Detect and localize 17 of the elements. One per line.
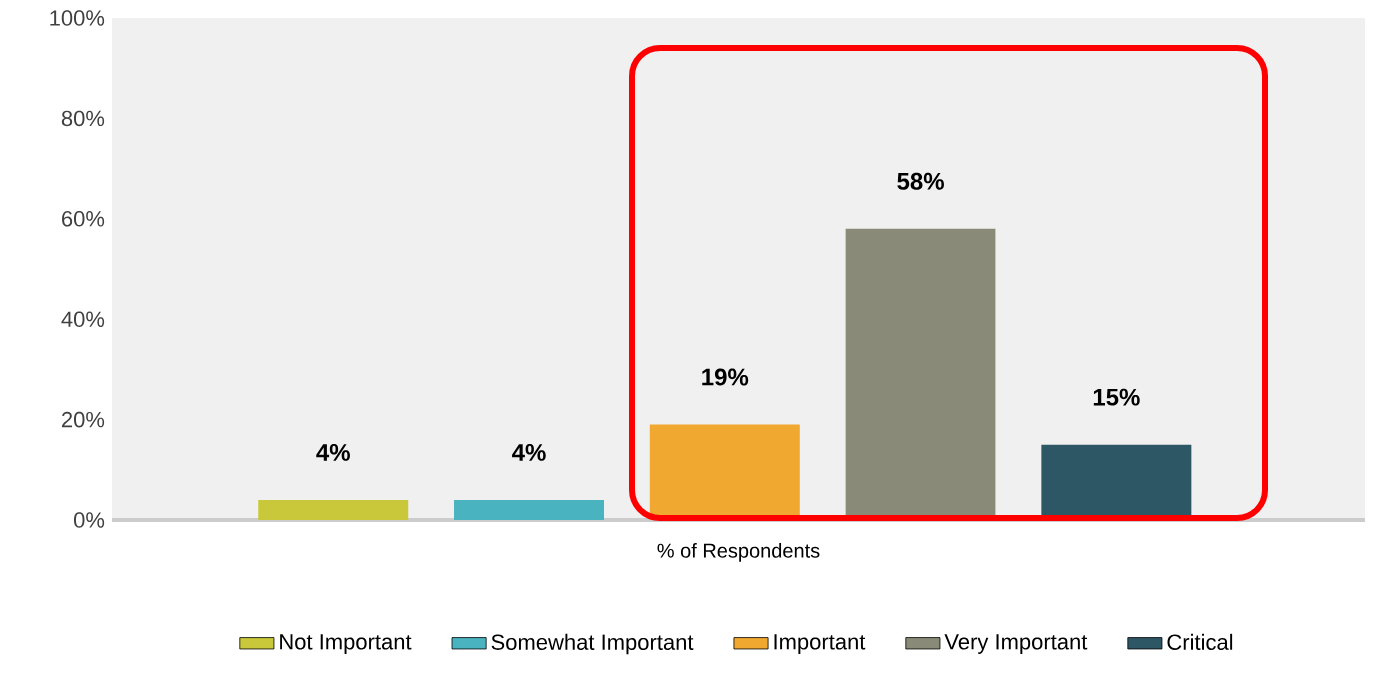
- data-label: 58%: [897, 172, 944, 190]
- legend-label: Not Important: [280, 634, 412, 654]
- legend-label: Somewhat Important: [491, 633, 694, 655]
- legend-label: Critical: [1167, 633, 1233, 650]
- y-tick-label: 20%: [62, 411, 105, 428]
- y-tick-label: 40%: [61, 311, 105, 327]
- data-label: 4%: [316, 443, 350, 461]
- x-axis-title: % of Respondents: [657, 543, 820, 562]
- y-tick-label: 0%: [73, 512, 105, 528]
- y-tick-label: 80%: [61, 110, 105, 127]
- legend-label: Very Important: [944, 634, 1088, 654]
- data-label: 19%: [702, 368, 749, 386]
- data-label: 15%: [1093, 388, 1140, 406]
- y-tick-label: 60%: [62, 211, 105, 227]
- data-label: 4%: [512, 443, 546, 461]
- y-tick-label: 100%: [50, 10, 105, 26]
- legend-label: Important: [774, 634, 866, 654]
